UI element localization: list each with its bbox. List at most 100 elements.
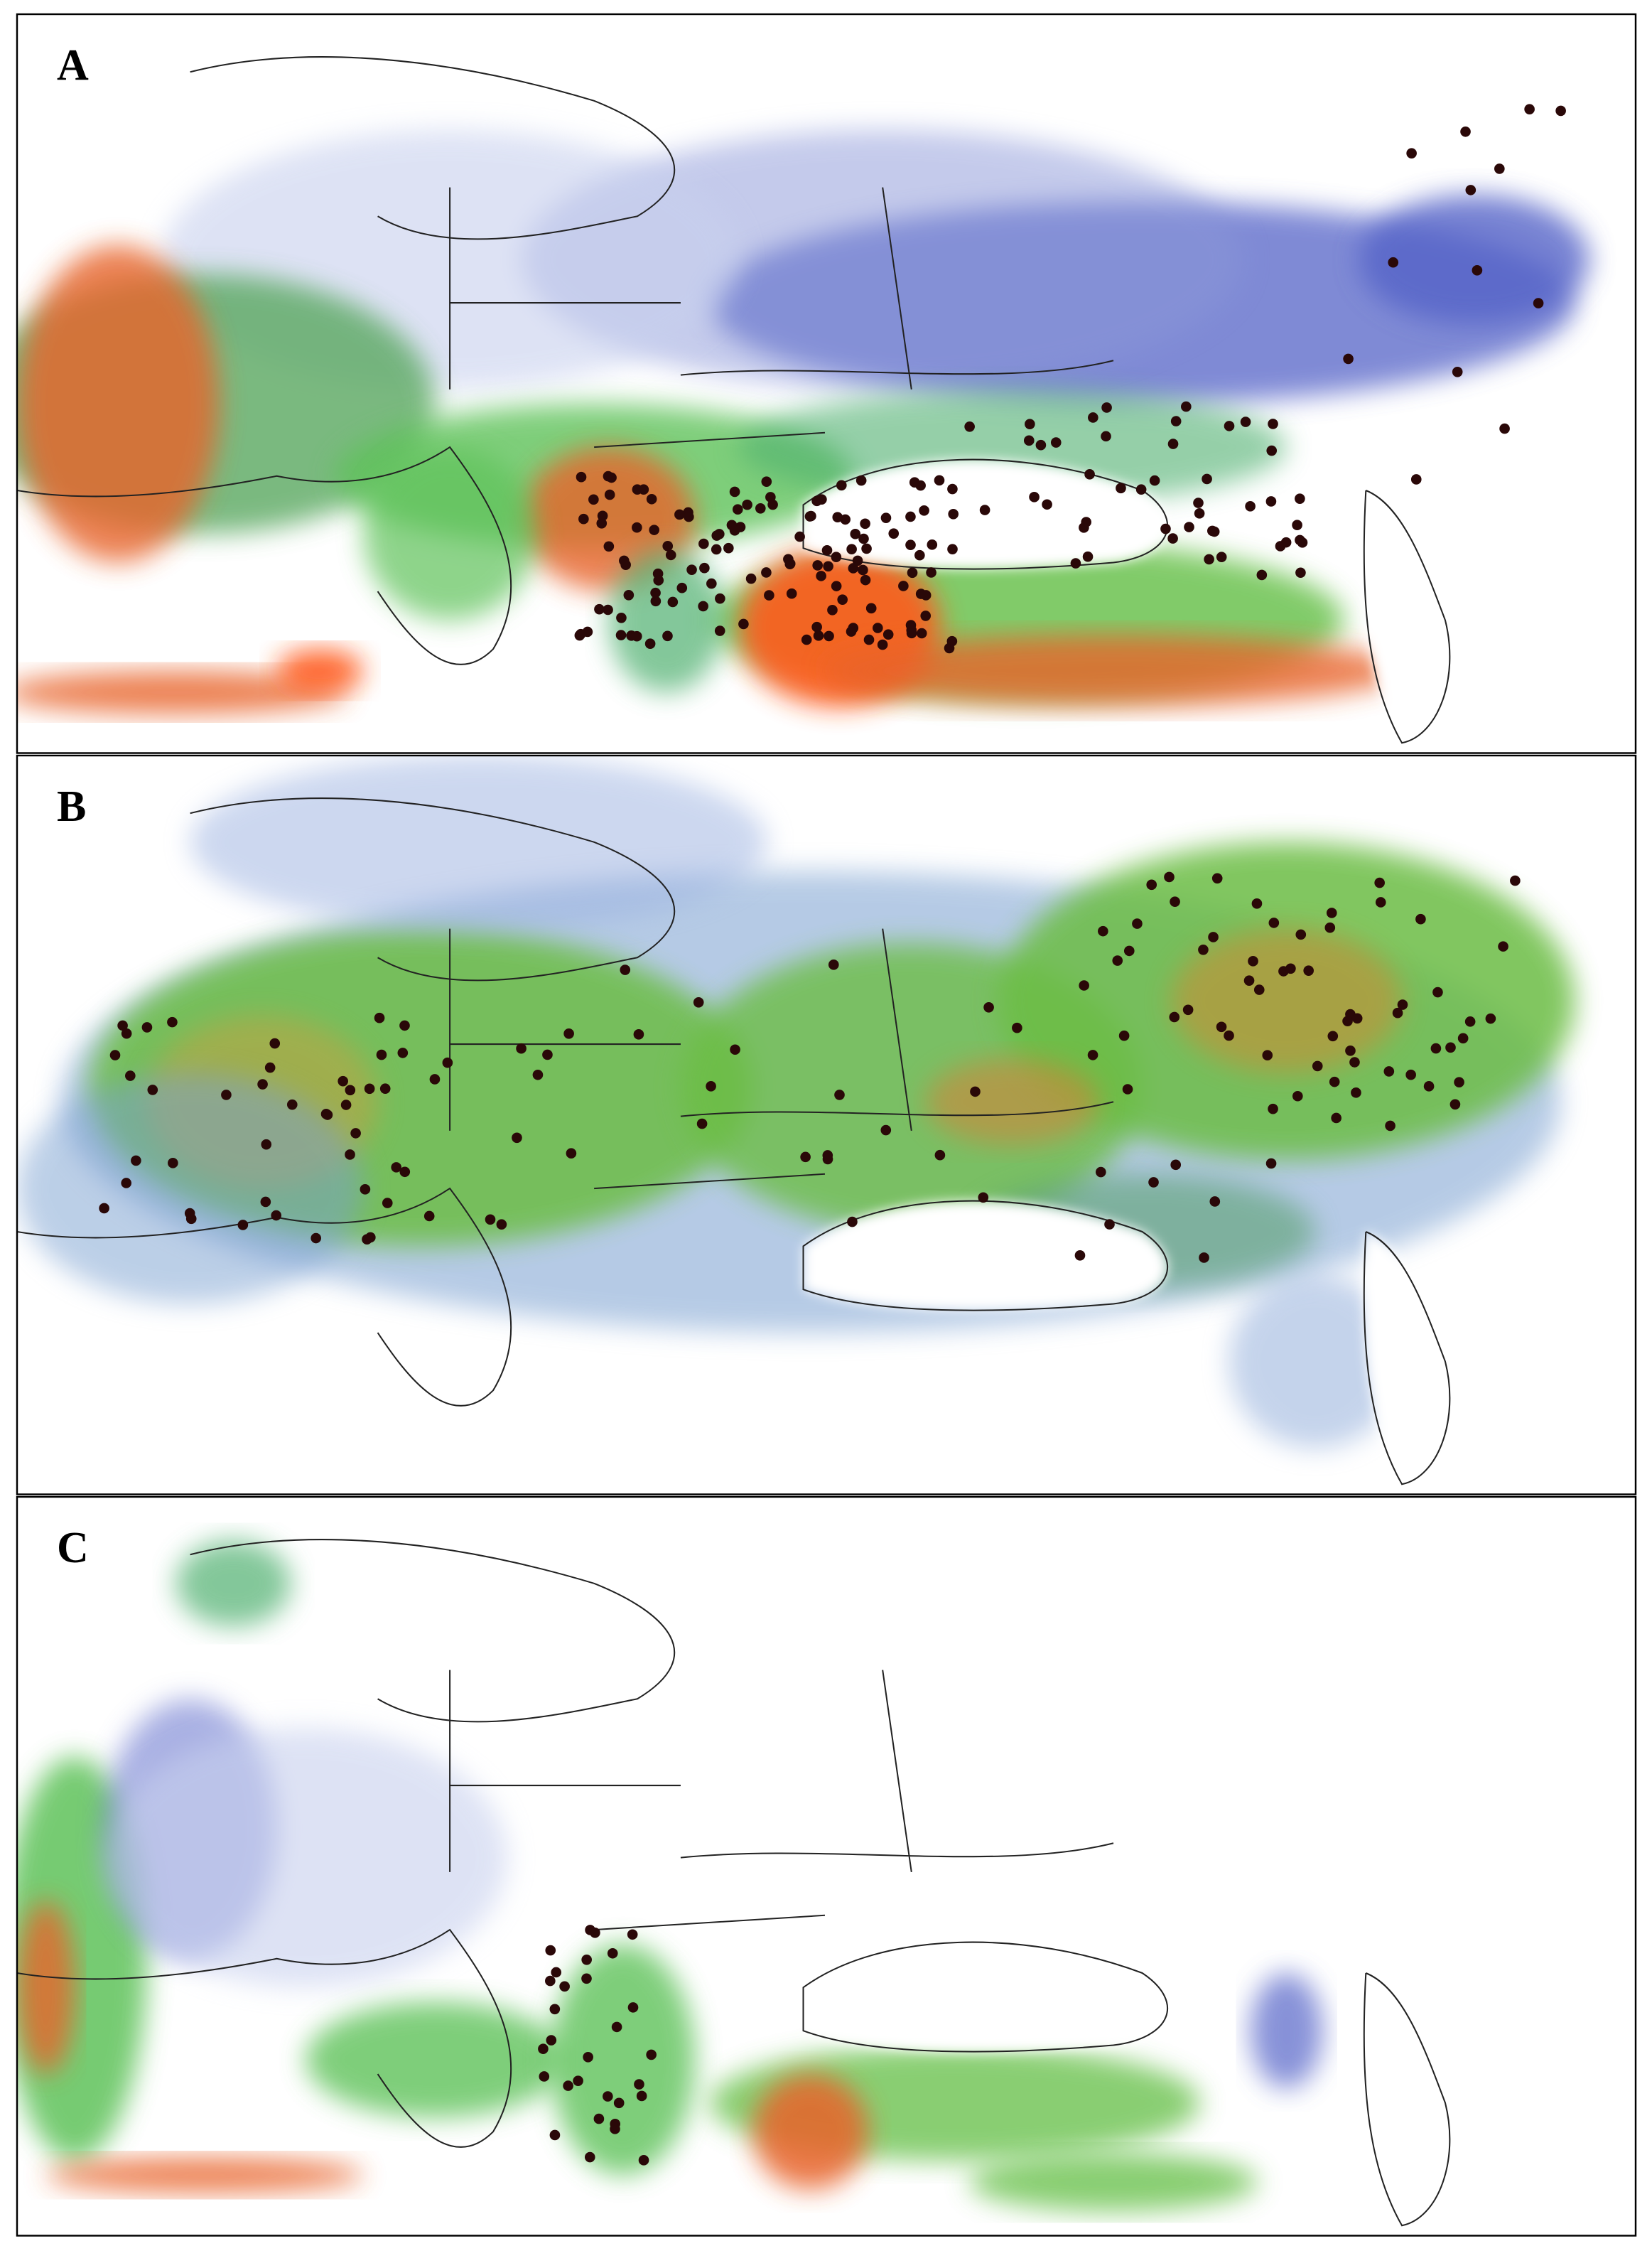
- occurrence-point: [1132, 918, 1143, 929]
- occurrence-point: [397, 1048, 409, 1058]
- occurrence-point: [1253, 984, 1265, 995]
- occurrence-point: [711, 530, 723, 541]
- panel-border: [16, 1495, 1637, 2237]
- occurrence-point: [168, 1158, 178, 1168]
- suitability-area: [522, 129, 1243, 389]
- occurrence-point: [633, 1029, 644, 1040]
- occurrence-point: [1268, 419, 1278, 429]
- occurrence-point: [603, 2091, 613, 2102]
- occurrence-point: [644, 638, 656, 650]
- occurrence-point: [1209, 1196, 1221, 1207]
- occurrence-point: [512, 1132, 522, 1144]
- occurrence-point: [1184, 522, 1194, 532]
- occurrence-point: [1454, 1077, 1464, 1088]
- occurrence-point: [909, 477, 920, 488]
- occurrence-point: [1351, 1087, 1361, 1098]
- occurrence-point: [1084, 469, 1095, 480]
- occurrence-point: [237, 1220, 249, 1230]
- occurrence-point: [271, 1210, 282, 1221]
- occurrence-point: [603, 541, 615, 552]
- occurrence-point: [1211, 873, 1223, 884]
- occurrence-point: [542, 1049, 553, 1060]
- occurrence-point: [858, 533, 869, 544]
- occurrence-point: [538, 2043, 549, 2054]
- occurrence-point: [423, 1210, 435, 1222]
- occurrence-point: [715, 593, 725, 604]
- occurrence-point: [794, 531, 805, 542]
- occurrence-point: [1423, 1081, 1435, 1092]
- occurrence-point: [1460, 126, 1471, 137]
- occurrence-point: [588, 494, 599, 505]
- occurrence-point: [1123, 945, 1135, 957]
- occurrence-point: [1204, 554, 1214, 565]
- occurrence-point: [847, 1216, 858, 1227]
- coastline: [802, 458, 1169, 570]
- occurrence-point: [532, 1069, 544, 1080]
- occurrence-point: [1251, 898, 1263, 909]
- occurrence-point: [1101, 402, 1112, 413]
- coastline: [17, 1928, 512, 2148]
- occurrence-point: [546, 2035, 557, 2046]
- occurrence-point: [1351, 1013, 1363, 1024]
- occurrence-point: [1374, 877, 1385, 888]
- occurrence-point: [582, 626, 593, 638]
- occurrence-point: [947, 544, 958, 554]
- occurrence-point: [676, 582, 688, 593]
- occurrence-point: [662, 541, 674, 552]
- occurrence-point: [109, 1050, 121, 1060]
- occurrence-point: [581, 1973, 592, 1984]
- occurrence-point: [1042, 499, 1052, 510]
- occurrence-point: [1295, 534, 1305, 546]
- occurrence-point: [934, 475, 945, 486]
- occurrence-point: [604, 489, 615, 500]
- occurrence-point: [374, 1012, 385, 1023]
- occurrence-point: [1498, 941, 1508, 952]
- occurrence-point: [1494, 163, 1505, 174]
- panel-label: B: [57, 783, 86, 831]
- occurrence-point: [828, 960, 839, 970]
- occurrence-point: [723, 542, 734, 554]
- suitability-area: [752, 2074, 868, 2190]
- occurrence-point: [391, 1162, 402, 1173]
- occurrence-point: [611, 2021, 622, 2033]
- occurrence-point: [121, 1178, 132, 1188]
- occurrence-point: [650, 596, 662, 607]
- occurrence-point: [852, 555, 863, 566]
- occurrence-point: [729, 486, 740, 498]
- sea: [1364, 1232, 1450, 1485]
- occurrence-point: [338, 1075, 348, 1087]
- occurrence-point: [576, 471, 587, 483]
- coastline: [449, 928, 1114, 1190]
- occurrence-point: [811, 621, 822, 633]
- occurrence-point: [926, 567, 936, 578]
- occurrence-point: [117, 1020, 128, 1031]
- occurrence-point: [1533, 298, 1544, 308]
- occurrence-point: [627, 1929, 638, 1940]
- occurrence-point: [125, 1070, 136, 1081]
- occurrence-point: [880, 1124, 892, 1136]
- occurrence-point: [632, 522, 642, 533]
- occurrence-point: [698, 538, 709, 549]
- occurrence-point: [816, 571, 826, 581]
- occurrence-point: [1012, 1022, 1022, 1033]
- occurrence-point: [583, 2051, 593, 2063]
- occurrence-point: [822, 1150, 833, 1161]
- occurrence-point: [1182, 1004, 1194, 1016]
- occurrence-point: [1285, 963, 1296, 974]
- occurrence-point: [1216, 1021, 1227, 1033]
- suitability-area: [1229, 1274, 1403, 1449]
- occurrence-point: [1268, 1103, 1278, 1114]
- occurrence-point: [320, 1109, 332, 1119]
- occurrence-point: [618, 555, 630, 566]
- occurrence-point: [1452, 366, 1463, 377]
- occurrence-point: [442, 1057, 453, 1068]
- occurrence-point: [915, 589, 927, 599]
- map-content: [17, 1497, 1636, 2236]
- suitability-area: [551, 1944, 696, 2176]
- occurrence-point: [1499, 423, 1510, 434]
- occurrence-point: [855, 475, 867, 486]
- occurrence-point: [1430, 1043, 1442, 1054]
- occurrence-point: [603, 604, 613, 616]
- occurrence-point: [607, 1947, 618, 1959]
